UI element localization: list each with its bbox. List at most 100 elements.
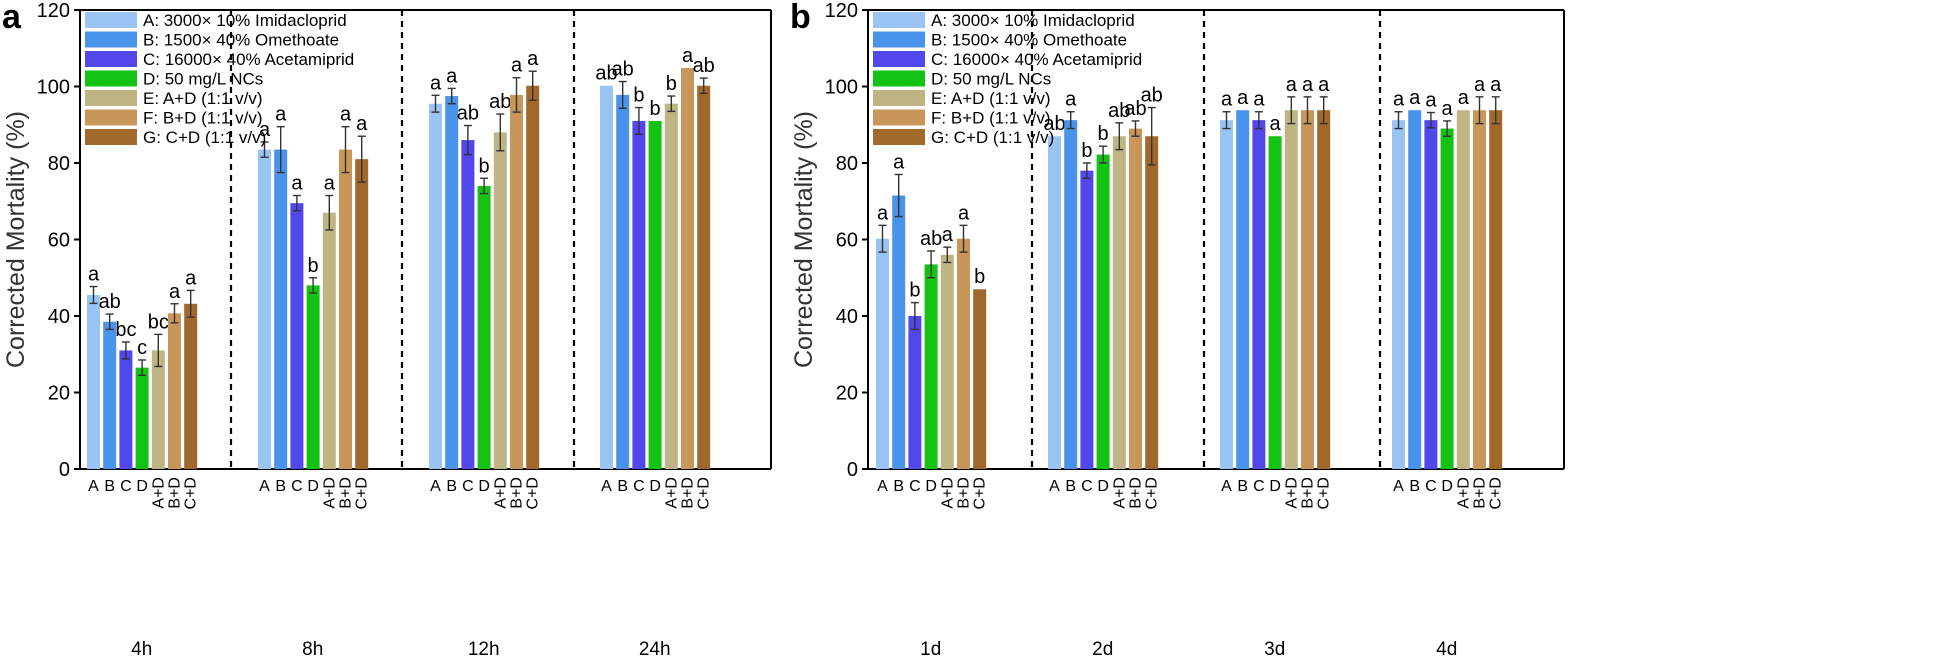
category-label: D xyxy=(1441,478,1453,495)
significance-letter: a xyxy=(446,65,458,87)
category-label: B xyxy=(446,478,457,495)
significance-letter: ab xyxy=(457,103,479,125)
category-label: D xyxy=(136,478,148,495)
bar-1d-C+D xyxy=(973,289,987,469)
category-label: D xyxy=(307,478,319,495)
group-label-3d: 3d xyxy=(1264,639,1285,660)
bar-4d-C xyxy=(1424,120,1438,469)
category-label: B+D xyxy=(509,477,526,509)
category-label: A xyxy=(1393,478,1404,495)
significance-letter: ab xyxy=(595,63,617,85)
category-label: A xyxy=(430,478,441,495)
legend-swatch xyxy=(873,12,925,28)
y-axis-label: Corrected Mortality (%) xyxy=(790,111,818,368)
legend-swatch xyxy=(873,90,925,106)
bar-4h-C xyxy=(119,350,133,469)
legend-entry: A: 3000× 10% Imidacloprid xyxy=(931,11,1135,30)
bar-3d-B+D xyxy=(1301,110,1314,469)
bar-4d-D xyxy=(1440,128,1454,469)
bar-3d-D xyxy=(1268,136,1282,469)
significance-letter: a xyxy=(1442,98,1454,120)
legend-entry: B: 1500× 40% Omethoate xyxy=(143,31,339,50)
y-tick-label: 60 xyxy=(836,230,858,252)
category-label: B+D xyxy=(167,477,184,509)
legend-swatch xyxy=(873,31,925,48)
significance-letter: ab xyxy=(99,291,121,313)
bar-12h-C+D xyxy=(526,85,540,470)
category-label: B+D xyxy=(338,477,355,509)
bar-4d-B+D xyxy=(1473,110,1486,469)
bar-12h-C xyxy=(461,140,475,470)
category-label: A+D xyxy=(1455,477,1472,509)
legend-swatch xyxy=(85,90,137,106)
y-tick-label: 80 xyxy=(836,153,858,175)
category-label: A+D xyxy=(150,477,167,509)
significance-letter: a xyxy=(958,202,970,224)
bar-3d-C+D xyxy=(1317,110,1331,469)
legend-entry: E: A+D (1:1 v/v) xyxy=(143,89,263,108)
significance-letter: a xyxy=(1409,87,1421,109)
bar-8h-A xyxy=(258,149,271,470)
bar-24h-A xyxy=(600,85,613,470)
bar-8h-D xyxy=(306,285,320,469)
significance-letter: a xyxy=(275,104,287,126)
bar-1d-B xyxy=(892,195,906,469)
significance-letter: a xyxy=(1065,89,1077,111)
significance-letter: a xyxy=(877,202,889,224)
legend-swatch xyxy=(873,70,925,87)
significance-letter: ab xyxy=(1108,100,1130,122)
significance-letter: ab xyxy=(920,228,942,250)
significance-letter: a xyxy=(1270,113,1282,135)
bar-24h-C xyxy=(632,120,646,470)
y-tick-label: 20 xyxy=(836,383,858,405)
bar-8h-A+D xyxy=(322,212,336,469)
category-label: A+D xyxy=(492,477,509,509)
category-label: A+D xyxy=(1111,477,1128,509)
y-axis-label: Corrected Mortality (%) xyxy=(2,111,30,368)
significance-letter: a xyxy=(1458,87,1470,109)
legend-swatch xyxy=(873,109,925,126)
significance-letter: a xyxy=(169,281,181,303)
significance-letter: a xyxy=(1302,74,1314,96)
significance-letter: a xyxy=(324,173,336,195)
panel-a: a 0 20 40 60 80 100 120 Corrected Mortality (%) a… xyxy=(2,0,772,660)
legend-entry: D: 50 mg/L NCs xyxy=(143,70,263,89)
bar-2d-A xyxy=(1048,136,1061,469)
legend-entry: C: 16000× 40% Acetamiprid xyxy=(143,50,354,69)
significance-letter: bc xyxy=(148,311,169,333)
y-tick-label: 120 xyxy=(37,0,70,22)
significance-letter: a xyxy=(185,267,197,289)
significance-letter: ab xyxy=(1043,113,1065,135)
significance-letter: a xyxy=(291,173,303,195)
bar-8h-B+D xyxy=(339,149,352,470)
category-label: C xyxy=(1253,478,1265,495)
y-tick-label: 100 xyxy=(825,77,858,99)
significance-letter: b xyxy=(909,280,920,302)
category-label: B xyxy=(893,478,904,495)
significance-letter: a xyxy=(1221,89,1233,111)
panel-b: b 0 20 40 60 80 100 120 Corrected Mortality (%) a… xyxy=(790,0,1565,660)
category-label: D xyxy=(1269,478,1281,495)
bar-4d-C+D xyxy=(1489,110,1503,469)
category-label: B+D xyxy=(680,477,697,509)
legend-swatch xyxy=(85,31,137,48)
legend-entry: G: C+D (1:1 v/v) xyxy=(931,128,1054,147)
bar-12h-B+D xyxy=(510,94,523,469)
legend-swatch xyxy=(85,70,137,87)
bar-4h-A xyxy=(87,294,100,469)
category-label: A+D xyxy=(1283,477,1300,509)
significance-letter: a xyxy=(1253,89,1265,111)
bar-4d-A xyxy=(1392,120,1405,469)
category-label: C+D xyxy=(1144,477,1161,509)
category-label: D xyxy=(649,478,661,495)
significance-letter: a xyxy=(340,104,352,126)
significance-letter: a xyxy=(1318,74,1330,96)
category-label: A xyxy=(601,478,612,495)
group-label-4d: 4d xyxy=(1436,639,1457,660)
y-tick-label: 80 xyxy=(48,153,70,175)
significance-letter: a xyxy=(88,264,100,286)
significance-letter: a xyxy=(527,48,539,70)
category-label: A+D xyxy=(321,477,338,509)
y-tick-label: 0 xyxy=(59,459,70,481)
